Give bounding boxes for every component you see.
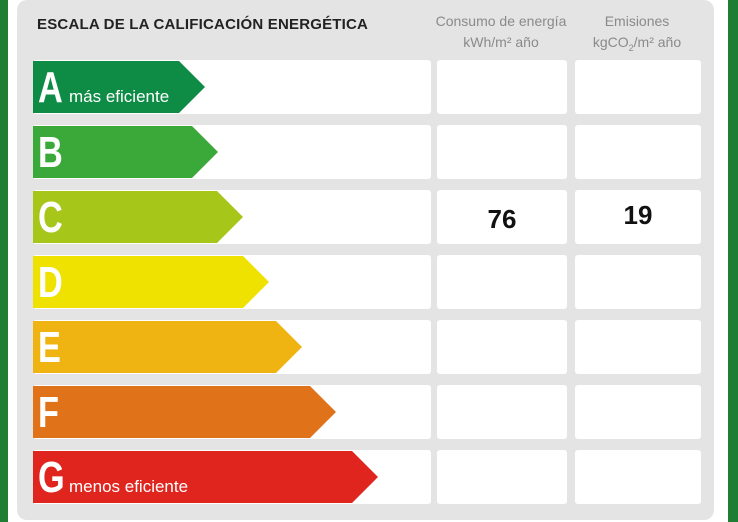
emissions-value-cell: [575, 385, 701, 439]
energy-value-cell: [437, 60, 567, 114]
rating-label: más eficiente: [69, 87, 170, 106]
arrow-shape: [33, 256, 269, 308]
energy-value-cell: 76: [437, 190, 567, 244]
arrow-shape: [33, 126, 218, 178]
rating-label: menos eficiente: [69, 477, 189, 496]
arrow-shape: [33, 451, 378, 503]
emissions-header-unit: kgCO2/m² año: [572, 32, 702, 59]
energy-value-cell: [437, 125, 567, 179]
emissions-value-cell: [575, 320, 701, 374]
arrow-shape: [33, 321, 302, 373]
rating-arrow-b: B: [33, 126, 218, 178]
energy-value-cell: [437, 320, 567, 374]
energy-header-unit: kWh/m² año: [463, 34, 539, 50]
emissions-value-cell: [575, 450, 701, 504]
arrow-shape: [33, 191, 243, 243]
energy-column-header: Consumo de energía kWh/m² año: [432, 11, 570, 53]
emissions-column-header: Emisiones kgCO2/m² año: [572, 11, 702, 59]
rating-letter: D: [38, 258, 63, 307]
rating-row-c: C 76 19: [33, 190, 703, 246]
rating-letter: B: [38, 128, 63, 177]
rating-arrow-f: F: [33, 386, 336, 438]
energy-header-line1: Consumo de energía: [435, 13, 567, 29]
rating-row-b: B: [33, 125, 703, 181]
rating-arrow-c: C: [33, 191, 243, 243]
energy-value: 76: [487, 204, 517, 234]
emissions-value-cell: [575, 60, 701, 114]
emissions-header-line1: Emisiones: [604, 13, 670, 29]
rating-row-f: F: [33, 385, 703, 441]
rating-row-e: E: [33, 320, 703, 376]
rating-arrow-d: D: [33, 256, 269, 308]
emissions-unit-pre: kgCO: [592, 34, 629, 50]
arrow-shape: [33, 386, 336, 438]
emissions-unit-sub: 2: [628, 42, 634, 53]
emissions-unit-post: /m² año: [633, 34, 682, 50]
rating-letter: G: [38, 453, 65, 502]
emissions-value-cell: [575, 125, 701, 179]
rating-row-d: D: [33, 255, 703, 311]
page-title: ESCALA DE LA CALIFICACIÓN ENERGÉTICA: [37, 16, 369, 33]
rating-letter: A: [38, 63, 63, 112]
rating-letter: F: [38, 388, 59, 437]
energy-value-cell: [437, 450, 567, 504]
arrow-shape: [33, 61, 205, 113]
rating-letter: C: [38, 193, 63, 242]
energy-value-cell: [437, 385, 567, 439]
rating-letter: E: [38, 323, 61, 372]
emissions-value-cell: [575, 255, 701, 309]
rating-arrow-e: E: [33, 321, 302, 373]
emissions-value-cell: 19: [575, 190, 701, 244]
frame-border-left: [0, 0, 8, 522]
energy-value-cell: [437, 255, 567, 309]
frame-border-right: [728, 0, 738, 522]
emissions-value: 19: [623, 200, 653, 230]
